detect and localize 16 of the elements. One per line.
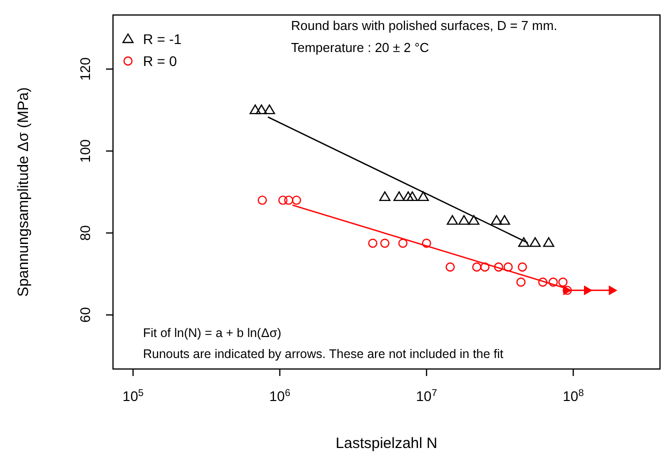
annotation: Round bars with polished surfaces, D = 7 mm. [291,18,558,33]
x-tick-label: 10$^{5}$ [122,388,144,404]
y-tick-label: 100 [76,139,93,163]
annotation: Fit of ln(N) = a + b ln(Δσ) [143,326,282,340]
annotation: Temperature : 20 ± 2 °C [291,40,430,55]
x-axis-title: Lastspielzahl N [336,435,438,452]
y-tick-label: 60 [76,306,93,323]
x-tick-label: 10$^{7}$ [416,388,438,404]
y-tick-label: 120 [76,57,93,81]
legend-label: R = -1 [143,30,182,47]
legend-label: R = 0 [143,52,178,69]
x-tick-label: 10$^{6}$ [269,388,291,404]
x-tick-label: 10$^{8}$ [562,388,584,404]
y-axis-title: Spannungsamplitude Δσ (MPa) [15,87,32,297]
annotation: Runouts are indicated by arrows. These are not included in the fit [143,347,504,361]
y-tick-label: 80 [76,224,93,241]
